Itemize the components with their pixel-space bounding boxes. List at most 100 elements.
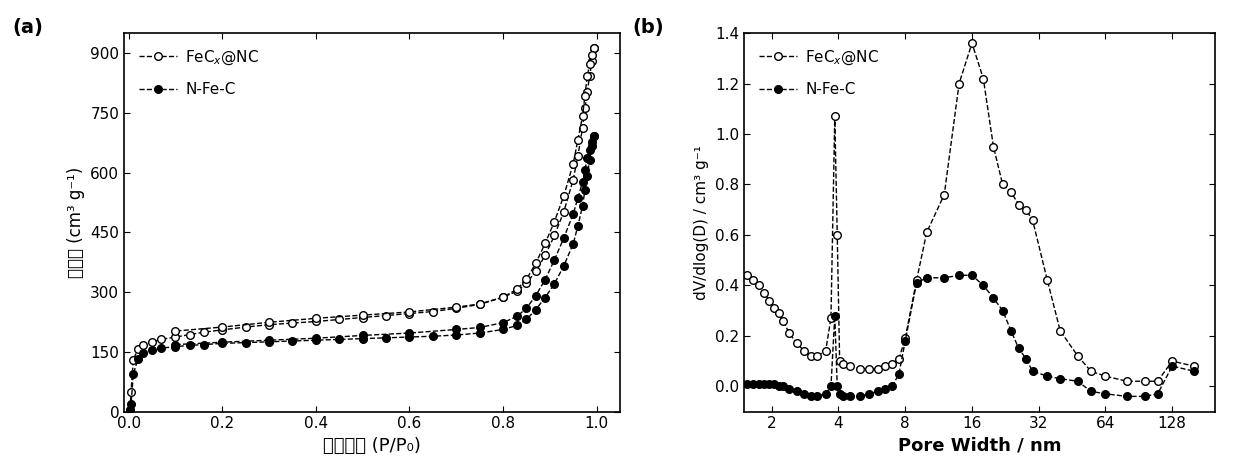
N-Fe-C — [842, 394, 857, 399]
N-Fe-C — [836, 394, 851, 399]
FeC$_x$@NC — [565, 177, 580, 183]
FeC$_x$@NC — [832, 358, 847, 364]
N-Fe-C — [355, 336, 370, 342]
N-Fe-C — [1151, 391, 1166, 397]
N-Fe-C — [827, 313, 842, 318]
FeC$_x$@NC — [771, 310, 786, 316]
FeC$_x$@NC — [124, 389, 139, 394]
FeC$_x$@NC — [582, 73, 596, 79]
FeC$_x$@NC — [402, 311, 417, 316]
N-Fe-C — [196, 342, 211, 348]
FeC$_x$@NC — [790, 341, 805, 346]
FeC$_x$@NC — [827, 114, 842, 119]
FeC$_x$@NC — [892, 356, 906, 361]
FeC$_x$@NC — [538, 253, 553, 258]
N-Fe-C — [810, 394, 825, 399]
N-Fe-C — [804, 394, 818, 399]
FeC$_x$@NC — [1120, 378, 1135, 384]
N-Fe-C — [830, 384, 844, 389]
N-Fe-C — [936, 275, 951, 280]
FeC$_x$@NC — [123, 407, 138, 412]
Y-axis label: 比体积 (cm³ g⁻¹): 比体积 (cm³ g⁻¹) — [67, 166, 84, 278]
N-Fe-C — [1120, 394, 1135, 399]
FeC$_x$@NC — [796, 348, 811, 354]
N-Fe-C — [449, 332, 464, 338]
FeC$_x$@NC — [145, 339, 160, 345]
Line: N-Fe-C: N-Fe-C — [126, 132, 598, 413]
N-Fe-C — [751, 381, 766, 386]
N-Fe-C — [885, 384, 900, 389]
N-Fe-C — [766, 381, 781, 386]
FeC$_x$@NC — [878, 363, 893, 369]
N-Fe-C — [582, 158, 596, 163]
N-Fe-C — [761, 381, 776, 386]
N-Fe-C — [565, 241, 580, 246]
Line: FeC$_x$@NC: FeC$_x$@NC — [126, 44, 598, 413]
FeC$_x$@NC — [584, 58, 599, 64]
N-Fe-C — [557, 263, 572, 269]
N-Fe-C — [1025, 368, 1040, 374]
N-Fe-C — [538, 295, 553, 300]
N-Fe-C — [580, 173, 595, 179]
FeC$_x$@NC — [1084, 368, 1099, 374]
Legend: FeC$_x$@NC, N-Fe-C: FeC$_x$@NC, N-Fe-C — [131, 41, 267, 105]
N-Fe-C — [123, 407, 138, 412]
N-Fe-C — [1084, 388, 1099, 394]
FeC$_x$@NC — [936, 192, 951, 197]
FeC$_x$@NC — [355, 315, 370, 320]
FeC$_x$@NC — [745, 278, 760, 283]
FeC$_x$@NC — [215, 327, 229, 333]
FeC$_x$@NC — [154, 337, 169, 342]
N-Fe-C — [587, 133, 601, 139]
FeC$_x$@NC — [1053, 328, 1068, 333]
N-Fe-C — [745, 381, 760, 386]
FeC$_x$@NC — [528, 269, 543, 274]
N-Fe-C — [1012, 346, 1027, 351]
N-Fe-C — [570, 223, 585, 229]
N-Fe-C — [790, 388, 805, 394]
N-Fe-C — [1018, 356, 1033, 361]
N-Fe-C — [472, 330, 487, 336]
N-Fe-C — [878, 386, 893, 392]
N-Fe-C — [378, 335, 393, 341]
FeC$_x$@NC — [965, 40, 980, 46]
N-Fe-C — [402, 334, 417, 340]
FeC$_x$@NC — [126, 357, 141, 363]
FeC$_x$@NC — [804, 353, 818, 359]
FeC$_x$@NC — [810, 353, 825, 359]
FeC$_x$@NC — [1137, 378, 1152, 384]
FeC$_x$@NC — [853, 366, 868, 371]
N-Fe-C — [1040, 373, 1055, 379]
N-Fe-C — [1099, 391, 1114, 397]
FeC$_x$@NC — [766, 305, 781, 311]
N-Fe-C — [919, 275, 934, 280]
N-Fe-C — [965, 272, 980, 278]
N-Fe-C — [818, 391, 833, 397]
N-Fe-C — [496, 327, 511, 333]
FeC$_x$@NC — [169, 334, 184, 340]
N-Fe-C — [1137, 394, 1152, 399]
N-Fe-C — [782, 386, 797, 392]
N-Fe-C — [169, 344, 184, 350]
N-Fe-C — [510, 323, 525, 328]
FeC$_x$@NC — [1070, 353, 1085, 359]
FeC$_x$@NC — [575, 125, 590, 131]
N-Fe-C — [425, 333, 440, 339]
FeC$_x$@NC — [951, 81, 966, 87]
FeC$_x$@NC — [919, 229, 934, 235]
FeC$_x$@NC — [782, 331, 797, 336]
FeC$_x$@NC — [580, 89, 595, 95]
FeC$_x$@NC — [909, 278, 924, 283]
Legend: FeC$_x$@NC, N-Fe-C: FeC$_x$@NC, N-Fe-C — [751, 41, 887, 105]
N-Fe-C — [1070, 378, 1085, 384]
FeC$_x$@NC — [1164, 358, 1179, 364]
FeC$_x$@NC — [870, 366, 885, 371]
N-Fe-C — [154, 345, 169, 351]
N-Fe-C — [215, 341, 229, 346]
N-Fe-C — [771, 384, 786, 389]
Line: N-Fe-C: N-Fe-C — [743, 272, 1198, 400]
X-axis label: 相对压力 (P/P₀): 相对压力 (P/P₀) — [324, 437, 420, 455]
N-Fe-C — [309, 337, 324, 343]
FeC$_x$@NC — [285, 320, 300, 326]
X-axis label: Pore Width / nm: Pore Width / nm — [898, 437, 1061, 455]
